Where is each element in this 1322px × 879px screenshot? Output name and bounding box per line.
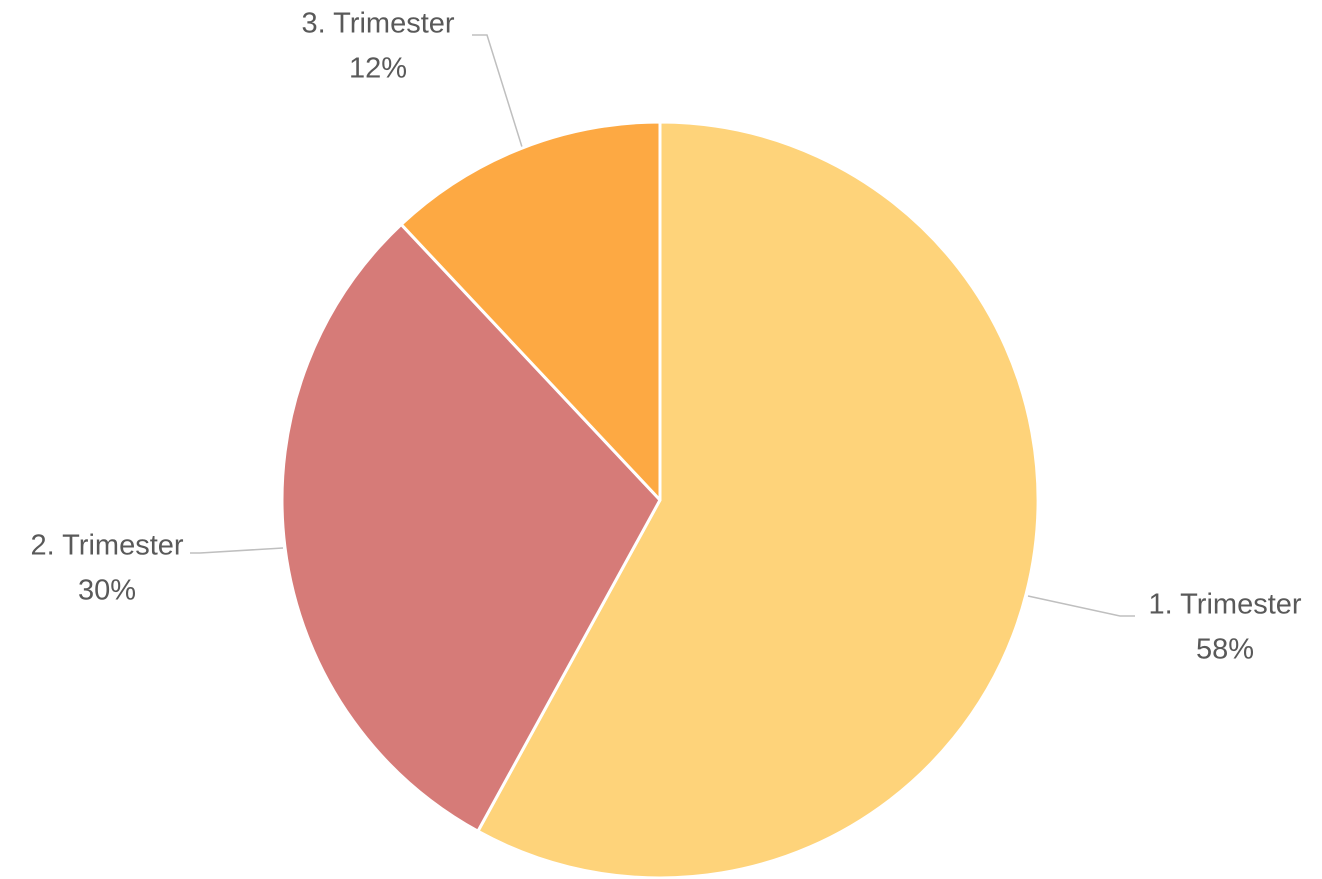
category-label: 3. Trimester — [301, 8, 454, 40]
leader-line — [1027, 595, 1135, 617]
leader-line — [472, 34, 523, 148]
pie-slice — [399, 120, 662, 502]
category-label: 1. Trimester — [1148, 589, 1301, 621]
value-label: 30% — [78, 575, 136, 607]
leader-line — [190, 547, 284, 554]
value-label: 58% — [1196, 634, 1254, 666]
pie-slice — [280, 222, 662, 833]
pie-slice — [476, 120, 1040, 879]
category-label: 2. Trimester — [30, 530, 183, 562]
value-label: 12% — [349, 53, 407, 85]
